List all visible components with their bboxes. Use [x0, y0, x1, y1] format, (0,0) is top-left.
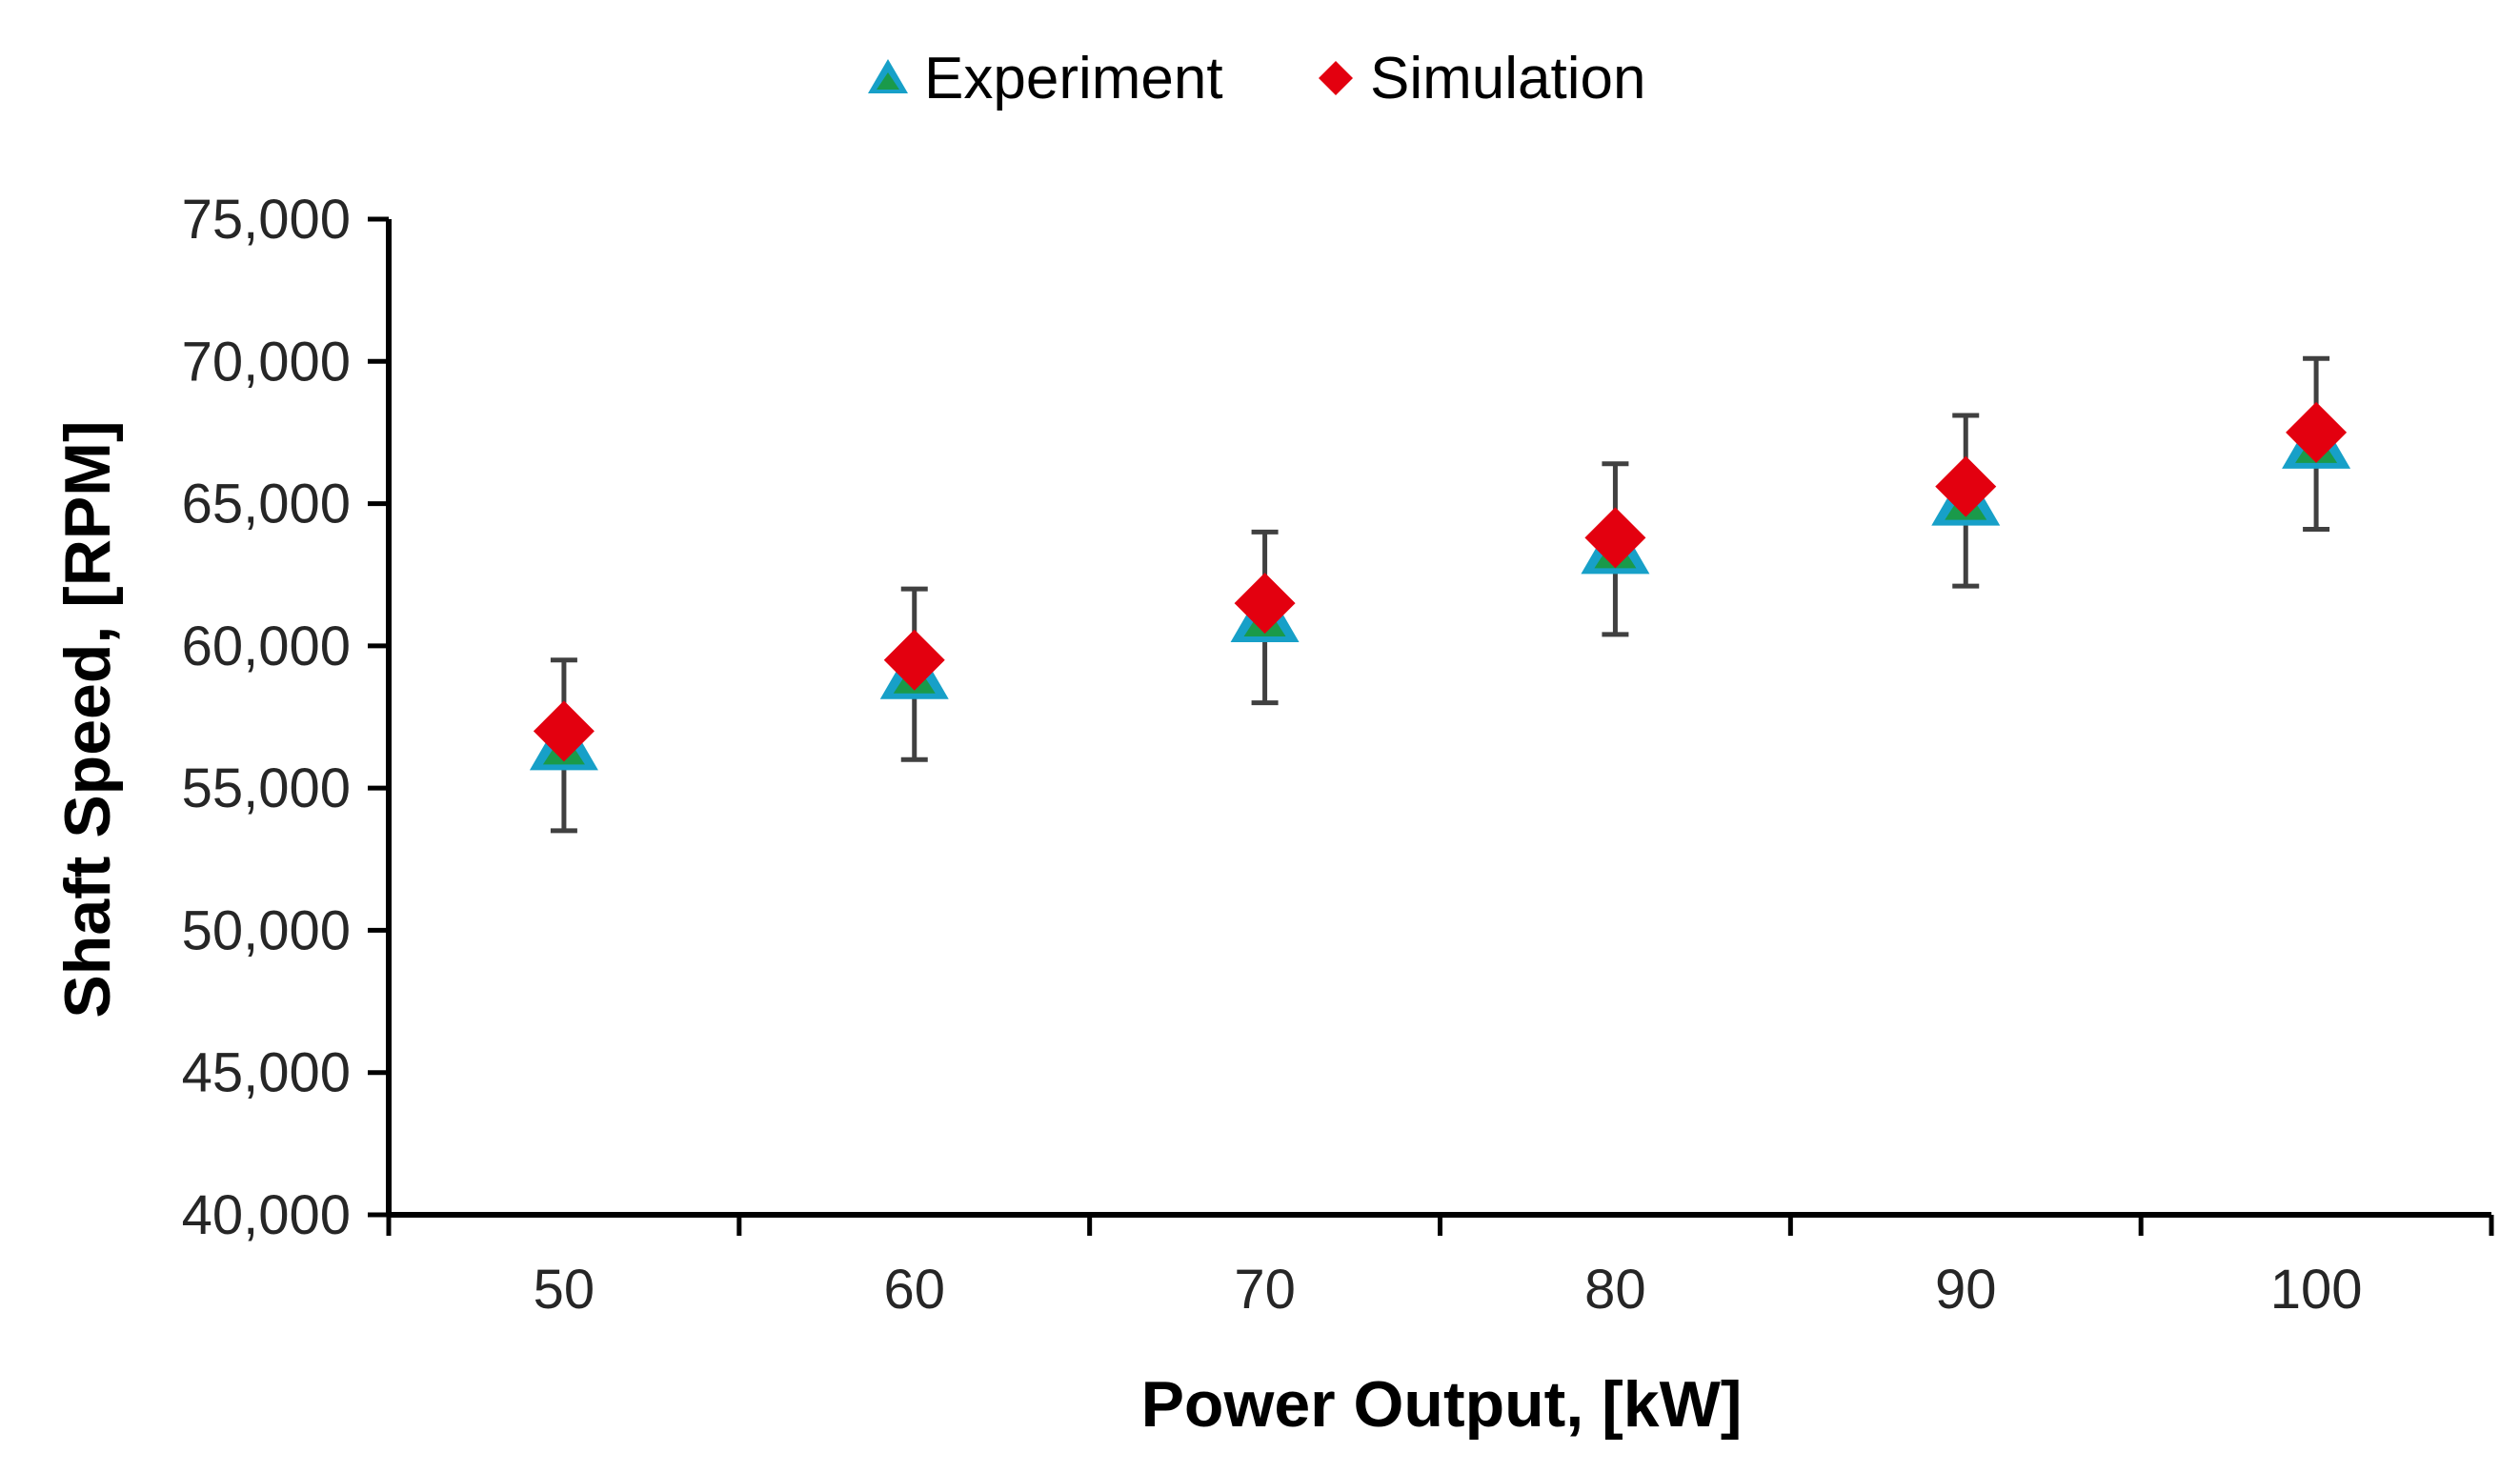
series-simulation: [533, 401, 2348, 762]
y-tick-label: 55,000: [182, 757, 351, 819]
x-tick-label: 90: [1935, 1259, 1997, 1321]
error-bars: [550, 355, 2330, 834]
legend-simulation-label: Simulation: [1370, 46, 1645, 111]
series-experiment: [529, 409, 2351, 771]
y-tick-label: 45,000: [182, 1042, 351, 1104]
y-tick-label: 70,000: [182, 331, 351, 393]
y-tick-label: 60,000: [182, 615, 351, 677]
x-tick-label: 60: [883, 1259, 945, 1321]
y-axis: 40,000 45,000 50,000 55,000 60,000 65,000 70,0…: [182, 189, 392, 1246]
x-tick-label: 70: [1234, 1259, 1296, 1321]
y-tick-label: 75,000: [182, 189, 351, 251]
x-axis: 50 60 70 80 90 100: [386, 1212, 2494, 1321]
x-tick-label: 80: [1584, 1259, 1646, 1321]
legend-experiment-marker-inner-icon: [877, 72, 899, 90]
x-tick-label: 100: [2270, 1259, 2363, 1321]
simulation-point: [533, 700, 595, 762]
simulation-point: [1234, 573, 1296, 635]
y-tick-label: 40,000: [182, 1184, 351, 1246]
y-tick-label: 65,000: [182, 474, 351, 535]
simulation-point: [1584, 507, 1646, 569]
x-tick-label: 50: [534, 1259, 595, 1321]
simulation-point: [1935, 455, 1997, 517]
y-axis-title: Shaft Speed, [RPM]: [51, 420, 124, 1018]
legend-simulation-marker-icon: [1319, 61, 1353, 95]
legend: Experiment Simulation: [868, 46, 1645, 111]
simulation-point: [2286, 401, 2348, 463]
x-axis-title: Power Output, [kW]: [1141, 1368, 1743, 1441]
y-tick-label: 50,000: [182, 899, 351, 961]
simulation-point: [883, 629, 945, 691]
legend-experiment-label: Experiment: [924, 46, 1223, 111]
